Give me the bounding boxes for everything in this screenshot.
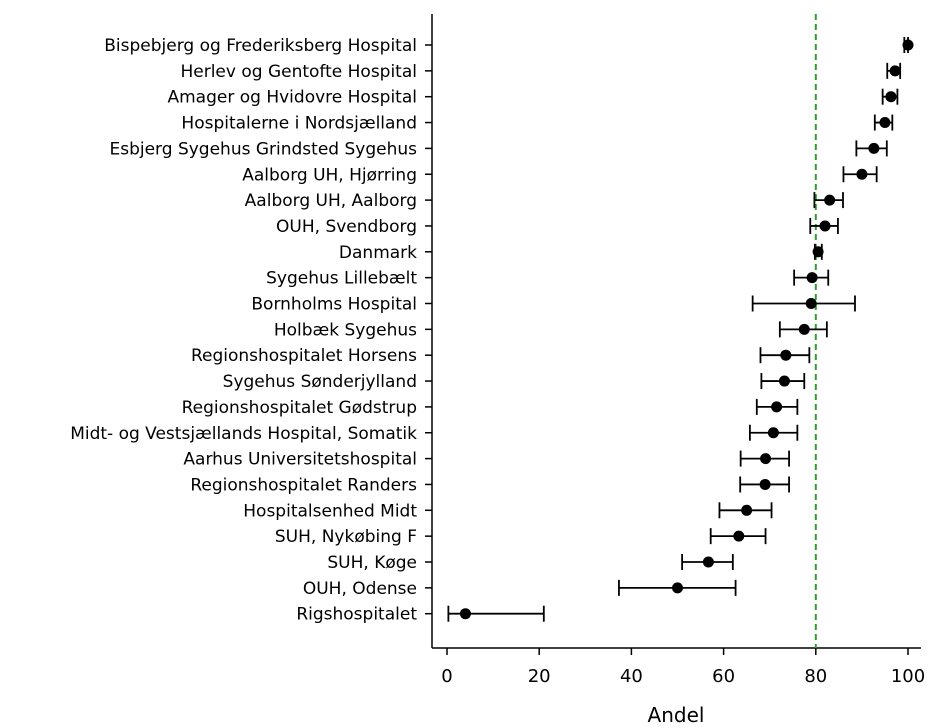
x-axis-label: Andel — [648, 703, 705, 727]
category-label: Rigshospitalet — [296, 605, 417, 625]
data-point — [771, 401, 783, 413]
category-label: Aalborg UH, Hjørring — [242, 165, 417, 185]
category-label: Aalborg UH, Aalborg — [245, 191, 417, 211]
category-label: SUH, Nykøbing F — [275, 527, 417, 547]
category-label: Holbæk Sygehus — [274, 320, 417, 340]
category-label: Amager og Hvidovre Hospital — [167, 88, 417, 108]
data-point — [824, 194, 836, 206]
data-point — [459, 608, 471, 620]
data-point — [778, 375, 790, 387]
data-point — [767, 427, 779, 439]
data-point — [760, 453, 772, 465]
category-label: Danmark — [339, 243, 417, 263]
data-point — [798, 323, 810, 335]
data-point — [780, 349, 792, 361]
x-tick-label: 0 — [441, 666, 452, 687]
category-label: OUH, Svendborg — [276, 217, 417, 237]
category-label: Sygehus Sønderjylland — [223, 372, 417, 392]
category-label: Aarhus Universitetshospital — [183, 450, 417, 470]
category-label: Bornholms Hospital — [251, 295, 417, 315]
data-point — [672, 582, 683, 594]
category-label: Regionshospitalet Randers — [190, 475, 417, 495]
x-tick-label: 60 — [712, 666, 735, 687]
data-point — [885, 91, 897, 103]
x-tick-label: 100 — [891, 666, 925, 687]
category-label: Bispebjerg og Frederiksberg Hospital — [104, 36, 417, 56]
x-tick-label: 20 — [528, 666, 551, 687]
data-point — [805, 298, 817, 309]
category-label: Sygehus Lillebælt — [266, 269, 417, 289]
data-point — [819, 220, 831, 232]
data-point — [879, 117, 891, 129]
data-point — [868, 142, 880, 154]
category-label: Regionshospitalet Gødstrup — [182, 398, 417, 418]
category-label: SUH, Køge — [327, 553, 417, 573]
data-point — [702, 556, 714, 568]
data-point — [806, 272, 818, 284]
x-tick-label: 80 — [804, 666, 827, 687]
data-point — [759, 478, 771, 490]
plot-axes: 0 20 40 60 80 100 Bispebjerg og Frederiksberg … — [70, 14, 925, 687]
data-point — [902, 39, 914, 51]
data-marks — [447, 37, 914, 622]
data-point — [856, 168, 868, 180]
category-label: OUH, Odense — [303, 579, 417, 599]
data-point — [733, 530, 745, 542]
category-label: Hospitalsenhed Midt — [243, 501, 417, 521]
data-point — [741, 504, 753, 516]
category-label: Midt- og Vestsjællands Hospital, Somatik — [70, 424, 417, 444]
x-tick-label: 40 — [620, 666, 643, 687]
category-label: Regionshospitalet Horsens — [191, 346, 417, 366]
data-point — [889, 65, 901, 77]
data-point — [812, 246, 824, 258]
category-label: Esbjerg Sygehus Grindsted Sygehus — [109, 139, 417, 159]
category-label: Hospitalerne i Nordsjælland — [181, 114, 417, 134]
category-label: Herlev og Gentofte Hospital — [180, 62, 417, 82]
